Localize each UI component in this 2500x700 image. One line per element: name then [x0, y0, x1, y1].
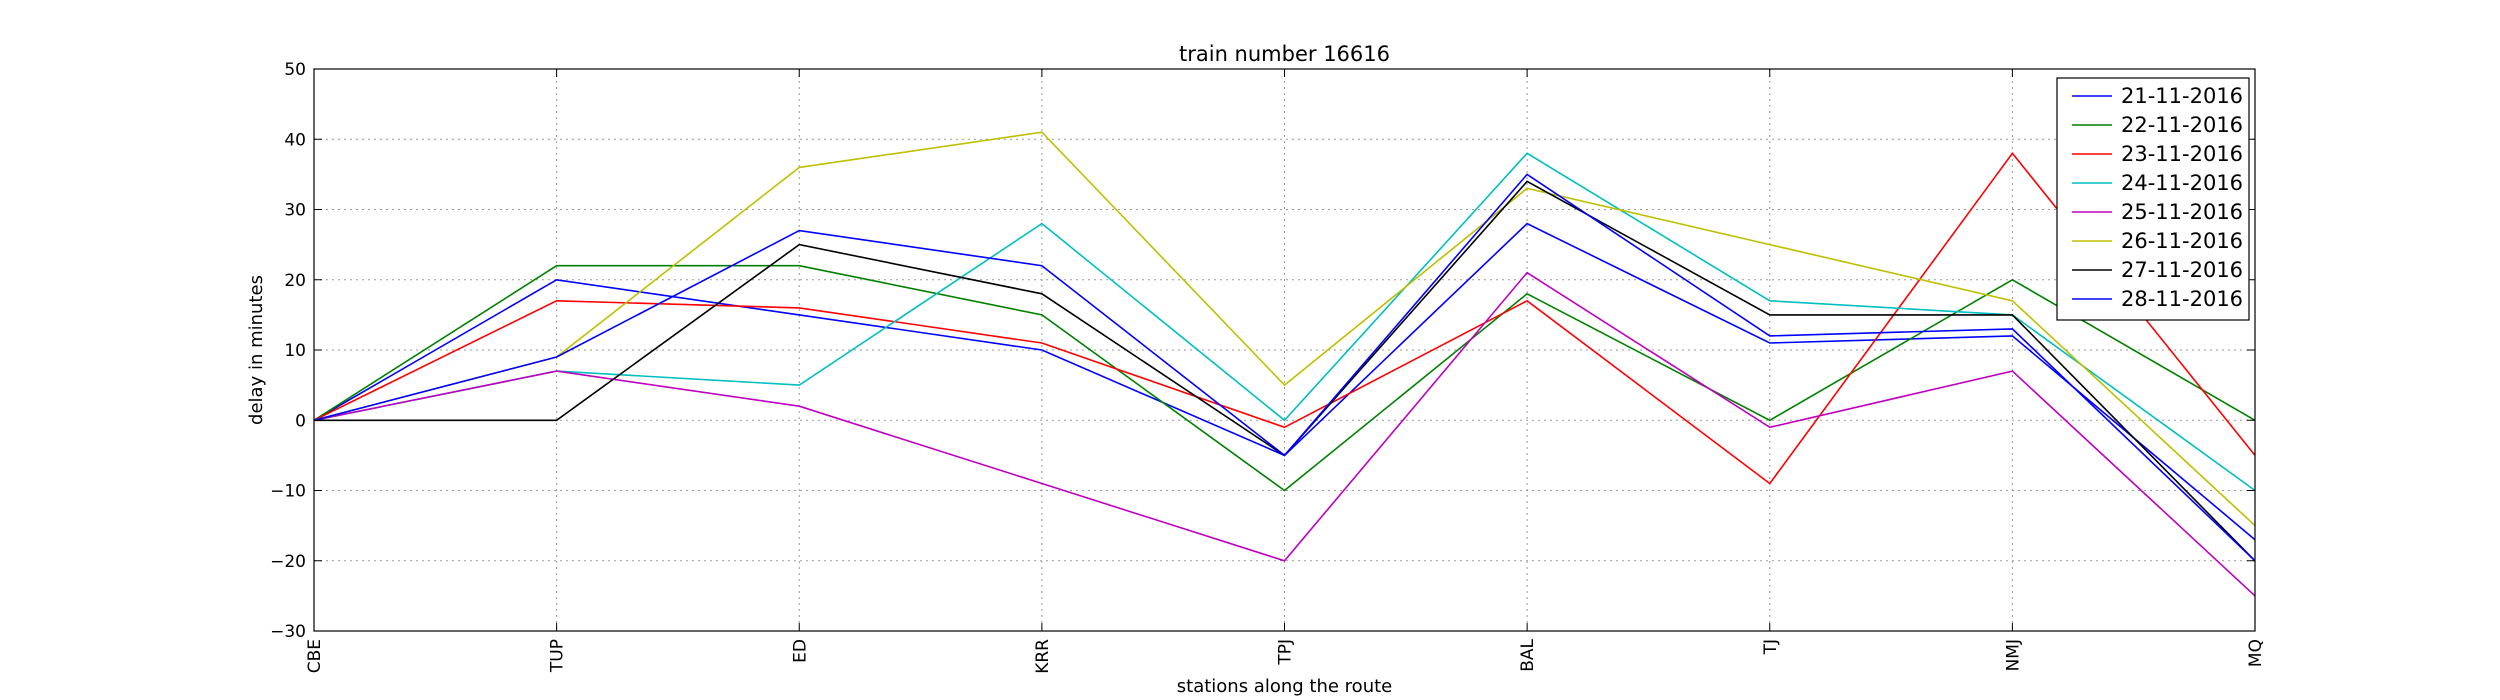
y-tick-label: 40 — [284, 130, 306, 150]
y-tick-label: −10 — [270, 482, 306, 502]
x-tick-label: ED — [790, 639, 810, 663]
legend-label: 23-11-2016 — [2121, 142, 2243, 166]
y-tick-label: 0 — [295, 411, 306, 431]
x-axis-ticks: CBE TUP ED KRR TPJ BAL TJ NMJ MQ — [305, 69, 2266, 674]
x-tick-label: TPJ — [1276, 639, 1296, 666]
y-tick-label: −20 — [270, 552, 306, 572]
x-tick-label: MQ — [2246, 639, 2266, 667]
legend-label: 28-11-2016 — [2121, 287, 2243, 311]
y-tick-label: 20 — [284, 271, 306, 291]
y-tick-label: 30 — [284, 201, 306, 221]
legend-label: 27-11-2016 — [2121, 258, 2243, 282]
x-tick-label: NMJ — [2003, 639, 2023, 671]
legend-box — [2056, 77, 2250, 321]
x-tick-label: KRR — [1033, 639, 1053, 674]
x-axis-title: stations along the route — [1177, 676, 1392, 697]
series-line-28-11-2016 — [313, 173, 2256, 562]
grid — [314, 69, 2255, 631]
legend-label: 22-11-2016 — [2121, 113, 2243, 137]
y-tick-label: −30 — [270, 622, 306, 642]
y-axis-ticks: −30 −20 −10 0 10 20 30 40 50 — [270, 60, 2255, 642]
series-lines — [313, 131, 2256, 597]
series-line-25-11-2016 — [313, 271, 2256, 597]
x-tick-label: BAL — [1518, 638, 1538, 671]
x-tick-label: TUP — [548, 639, 568, 673]
y-axis-title: delay in minutes — [246, 275, 267, 425]
series-line-23-11-2016 — [313, 151, 2256, 485]
chart-title: train number 16616 — [1179, 42, 1390, 66]
x-tick-label: CBE — [305, 639, 325, 673]
series-line-24-11-2016 — [313, 152, 2256, 492]
y-tick-label: 50 — [284, 60, 306, 80]
legend: 21-11-2016 22-11-2016 23-11-2016 24-11-2016… — [2056, 77, 2250, 321]
y-tick-label: 10 — [284, 341, 306, 361]
legend-label: 26-11-2016 — [2121, 229, 2243, 253]
x-tick-label: TJ — [1761, 639, 1781, 655]
series-line-22-11-2016 — [313, 264, 2256, 492]
series-line-26-11-2016 — [313, 131, 2256, 527]
legend-label: 21-11-2016 — [2121, 84, 2243, 108]
legend-label: 25-11-2016 — [2121, 200, 2243, 224]
legend-label: 24-11-2016 — [2121, 171, 2243, 195]
